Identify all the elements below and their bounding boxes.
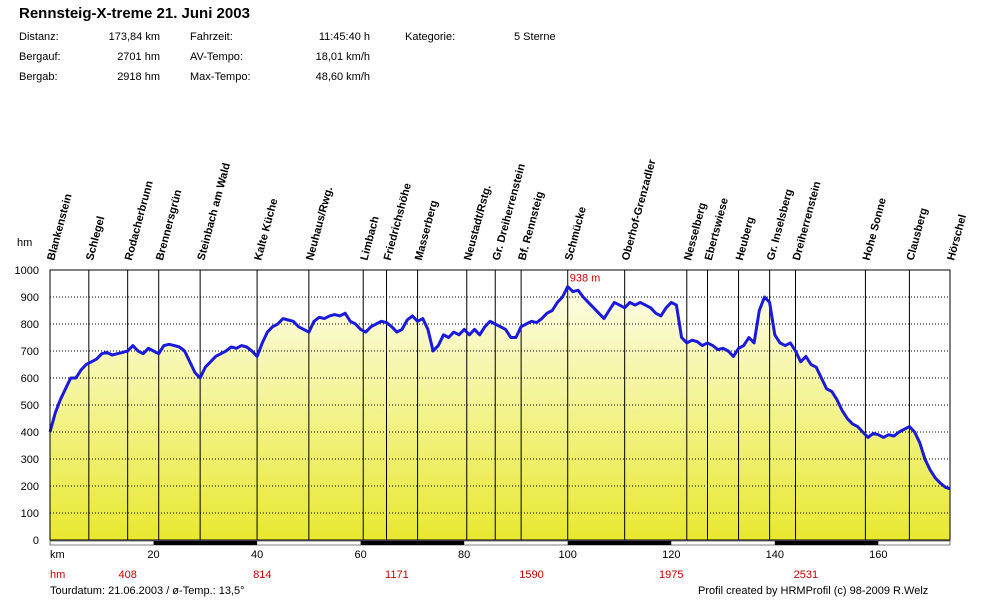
waypoint-label: Blankenstein <box>45 192 74 262</box>
climb-value: 2531 <box>794 569 818 581</box>
stat-label-max-speed: Max-Tempo: <box>190 71 251 83</box>
x-tick-label: 140 <box>766 549 784 561</box>
stat-label-distance: Distanz: <box>19 31 59 43</box>
stat-value-descent: 2918 hm <box>117 71 160 83</box>
climb-value: 408 <box>118 569 136 581</box>
x-tick-label: 60 <box>355 549 367 561</box>
y-tick-label: 400 <box>21 427 39 439</box>
y-tick-label: 600 <box>21 373 39 385</box>
profile-line <box>48 285 951 491</box>
waypoint-label: Brennersgrün <box>154 188 184 262</box>
profile-area <box>50 286 950 540</box>
x-tick-label: 80 <box>458 549 470 561</box>
waypoint-label: Clausberg <box>905 207 931 262</box>
waypoint-label: Heuberg <box>734 216 757 262</box>
stat-value-climb: 2701 hm <box>117 51 160 63</box>
x-axis-segment <box>567 541 672 545</box>
waypoint-label: Schlegel <box>84 215 107 262</box>
y-axis-label: hm <box>17 237 32 249</box>
x-axis-label: km <box>50 549 65 561</box>
stat-value-distance: 173,84 km <box>108 31 160 43</box>
climb-value: 814 <box>253 569 271 581</box>
tour-info: Tourdatum: 21.06.2003 / ø-Temp.: 13,5° <box>50 585 245 597</box>
waypoint-label: Hörschel <box>945 213 969 262</box>
climb-value: 1975 <box>659 569 683 581</box>
x-axis-segment <box>360 541 465 545</box>
plot-frame <box>49 269 951 541</box>
x-axis-segment <box>153 541 258 545</box>
page-title: Rennsteig-X-treme 21. Juni 2003 <box>19 5 250 22</box>
waypoint-label: Dreiherrenstein <box>791 180 824 262</box>
x-axis-segment <box>774 541 879 545</box>
x-tick-label: 20 <box>147 549 159 561</box>
y-tick-label: 500 <box>21 400 39 412</box>
waypoint-label: Bf. Rennsteig <box>516 190 546 262</box>
climb-value: 1590 <box>519 569 543 581</box>
climb-value: 1171 <box>385 569 409 581</box>
y-tick-label: 300 <box>21 454 39 466</box>
waypoint-label: Hohe Sonne <box>861 197 889 262</box>
y-tick-label: 800 <box>21 319 39 331</box>
y-tick-label: 100 <box>21 508 39 520</box>
x-axis-bar <box>49 540 951 546</box>
stat-label-climb: Bergauf: <box>19 51 61 63</box>
stat-value-avg-speed: 18,01 km/h <box>315 51 370 63</box>
stat-label-category: Kategorie: <box>405 31 456 43</box>
max-elevation-label: 938 m <box>570 273 601 285</box>
waypoint-label: Kalte Küche <box>252 197 280 262</box>
stat-value-ride-time: 11:45:40 h <box>318 31 370 43</box>
credit-text: Profil created by HRMProfil (c) 98-2009 … <box>698 585 929 597</box>
y-tick-label: 1000 <box>15 265 39 277</box>
waypoint-label: Neuhaus/Rwg. <box>304 185 335 261</box>
waypoint-label: Gr. Inselsberg <box>765 188 796 262</box>
y-tick-label: 200 <box>21 481 39 493</box>
waypoint-label: Rodacherbrunn <box>123 179 156 261</box>
waypoint-label: Schmücke <box>563 206 589 262</box>
y-tick-label: 700 <box>21 346 39 358</box>
waypoint-label: Masserberg <box>413 199 441 262</box>
waypoint-label: Oberhof-Grenzadler <box>620 158 659 262</box>
stat-label-avg-speed: AV-Tempo: <box>190 51 243 63</box>
y-tick-label: 900 <box>21 292 39 304</box>
waypoint-label: Steinbach am Wald <box>195 162 233 262</box>
stat-label-ride-time: Fahrzeit: <box>190 31 233 43</box>
stat-value-category: 5 Sterne <box>514 31 556 43</box>
stat-label-descent: Bergab: <box>19 71 58 83</box>
x-tick-label: 40 <box>251 549 263 561</box>
climb-row-label: hm <box>50 569 65 581</box>
waypoint-label: Neustadt/Rstg. <box>462 184 494 262</box>
x-tick-label: 120 <box>662 549 680 561</box>
x-tick-label: 160 <box>869 549 887 561</box>
waypoint-label: Limbach <box>359 215 382 262</box>
waypoint-label: Friedrichshöhe <box>382 182 414 262</box>
y-tick-label: 0 <box>33 535 39 547</box>
x-tick-label: 100 <box>559 549 577 561</box>
stat-value-max-speed: 48,60 km/h <box>315 71 370 83</box>
